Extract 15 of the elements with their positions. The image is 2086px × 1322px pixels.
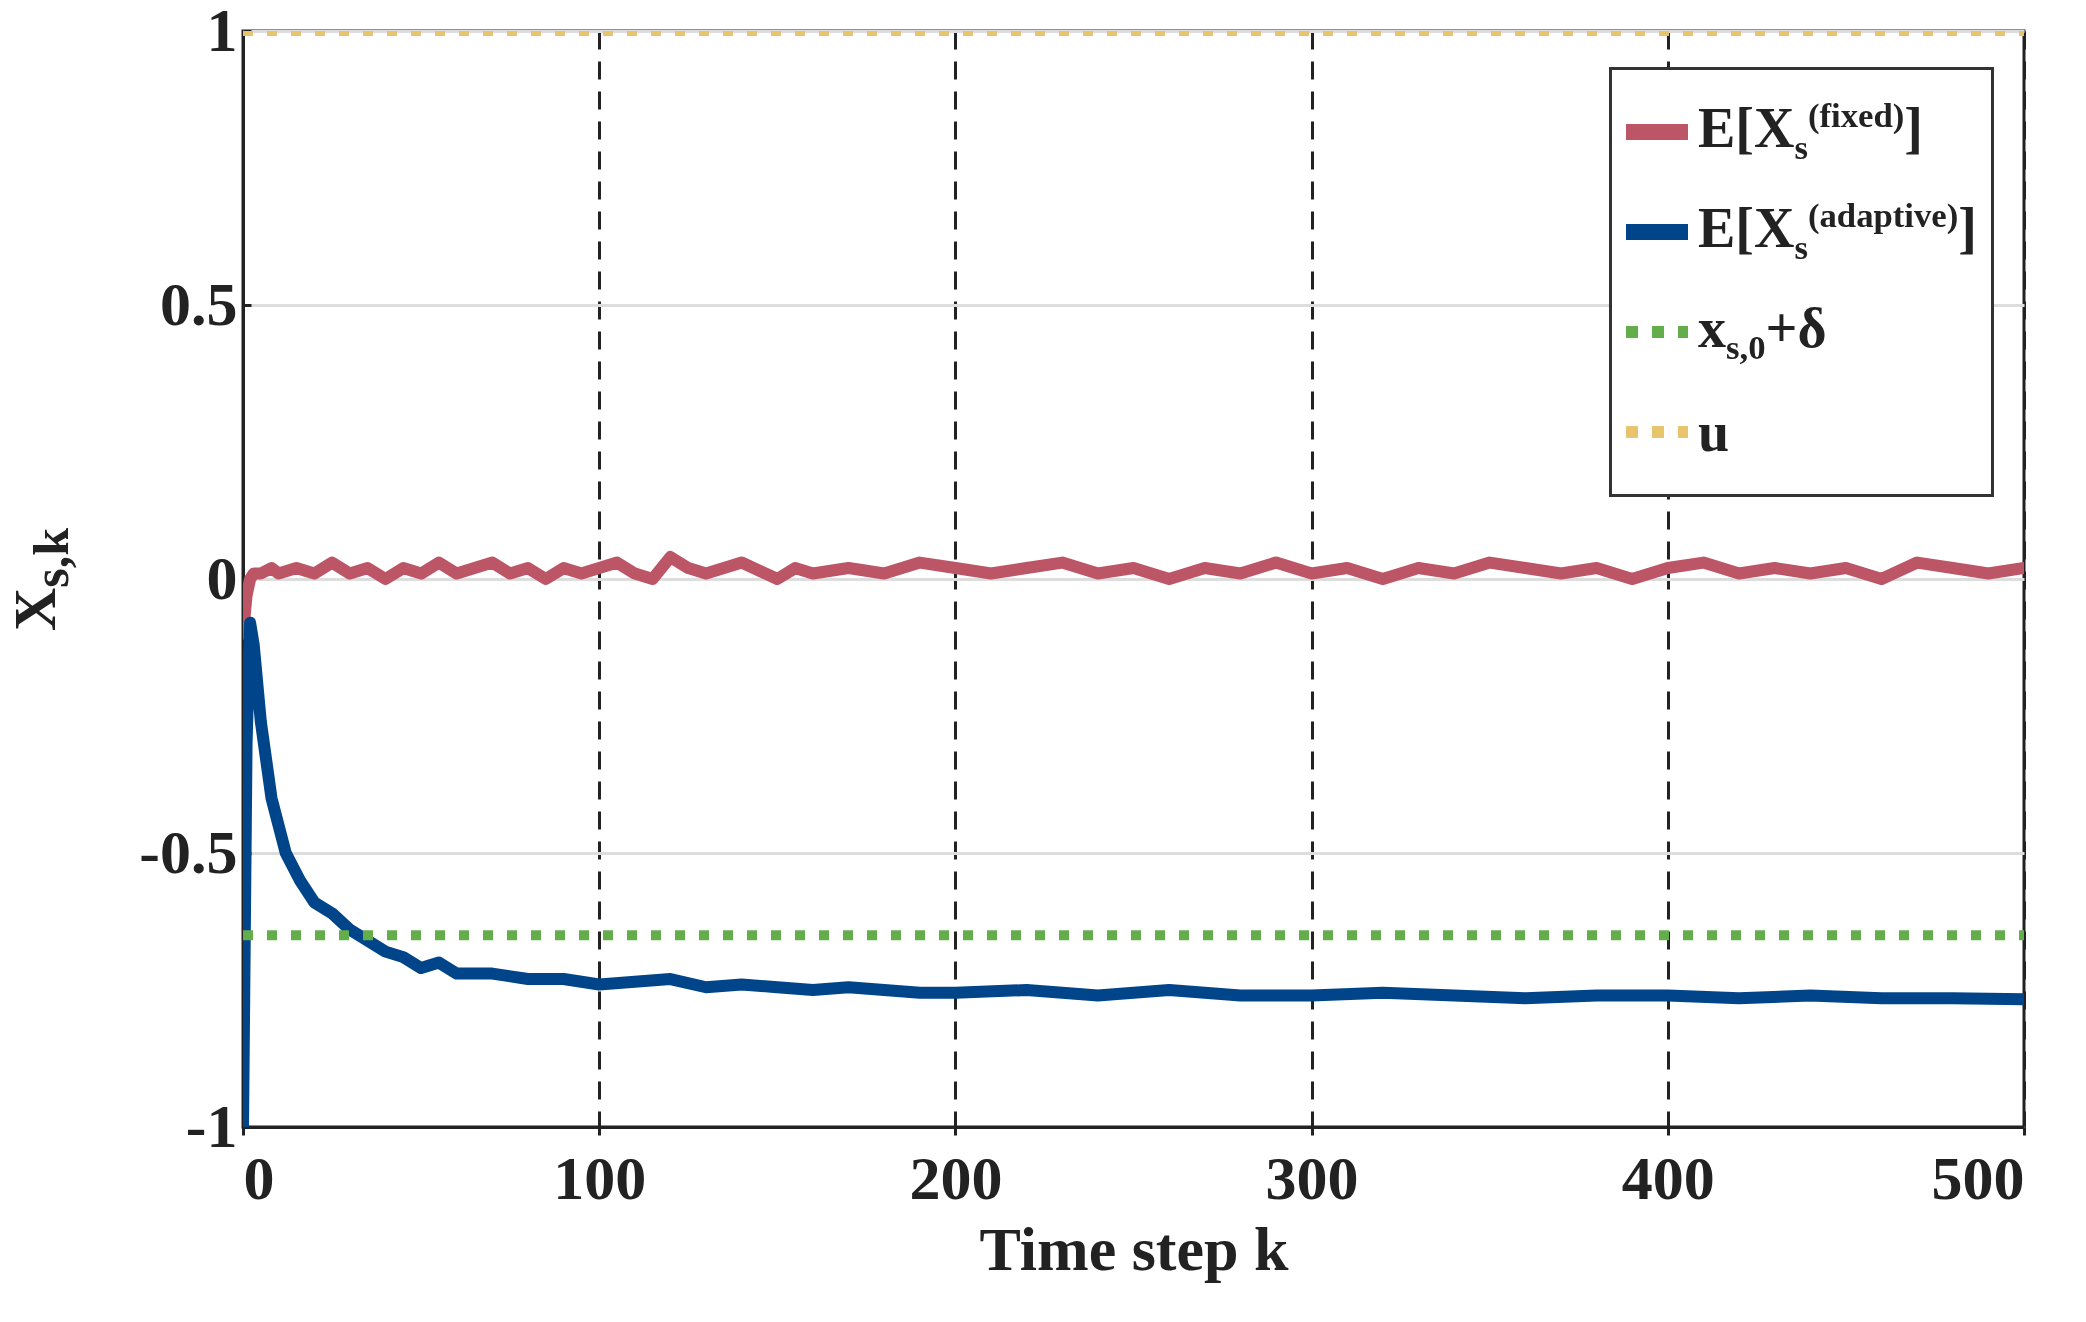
x-axis-title: Time step k [979,1214,1289,1283]
y-tick-label: -1 [185,1091,238,1160]
legend-label: E[X$_{s}$$^{(fixed)}$] [1697,95,1923,169]
legend-label: x$_{s,0}$+δ [1697,295,1827,369]
x-tick-label: 100 [553,1143,647,1212]
y-tick-label: 0.5 [160,269,238,338]
y-tick-label: -0.5 [139,817,238,886]
x-tick-label: 400 [1621,1143,1715,1212]
y-tick-label: 0 [206,543,238,612]
y-tick-label: 1 [206,0,238,64]
legend-label: u [1697,400,1730,464]
x-tick-label: 300 [1265,1143,1359,1212]
x-tick-label: 200 [909,1143,1003,1212]
legend-label: E[X$_{s}$$^{(adaptive)}$] [1697,195,1977,269]
x-tick-label: 500 [1931,1143,2025,1212]
